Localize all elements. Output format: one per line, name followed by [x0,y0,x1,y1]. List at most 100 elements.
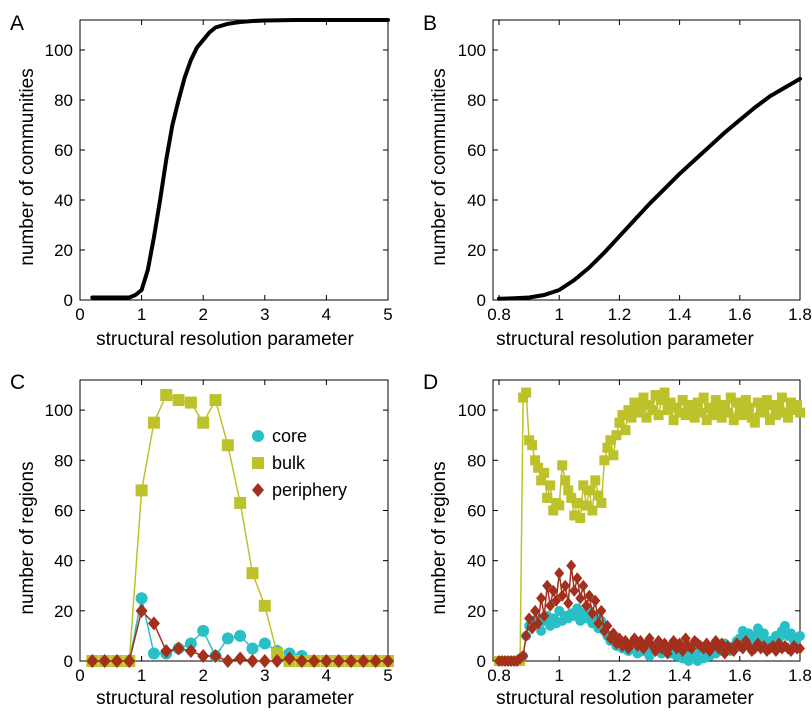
panel-d-bulk-point [689,412,700,423]
panel-d-bulk-point [521,387,532,398]
panel-c-periphery-point [197,648,210,663]
panel-c-periphery-point [160,643,173,658]
panel-d-core-point [758,628,769,639]
panel-d-bulk-point [782,412,793,423]
panel-c-periphery-point [283,651,296,666]
panel-letter-a: A [10,12,24,35]
panel-d-bulk-point [584,485,595,496]
panel-b-series-0-line [497,76,802,301]
legend-bulk-marker [252,457,264,469]
panel-a-x-tick-label: 0 [75,305,84,324]
panel-c-bulk-point [184,396,197,409]
panel-c-y-tick-label: 40 [54,552,73,571]
panel-d-y-tick-label: 60 [467,501,486,520]
panel-c-periphery-point [135,603,148,618]
panel-d-bulk-point [704,402,715,413]
panel-d-periphery-point [524,612,535,625]
panel-d-bulk-point [566,492,577,503]
panel-c-y-tick-label: 0 [64,652,73,671]
panel-d-bulk-point [779,407,790,418]
panel-letter-d: D [423,371,438,394]
panel-d-bulk-point [530,455,541,466]
panel-d-bulk-point [785,397,796,408]
panel-c-periphery-point [369,654,382,668]
panel-d-bulk-point [752,397,763,408]
panel-a-x-tick-label: 2 [198,305,207,324]
panel-c-periphery-point [86,654,99,668]
panel-d-bulk-point [788,405,799,416]
panel-a-y-tick-label: 100 [45,41,73,60]
panel-c-x-tick-label: 3 [260,666,269,685]
panel-d-periphery-point [587,607,598,620]
legend-bulk-label: bulk [272,453,306,473]
legend-core-label: core [272,426,307,446]
panel-c-x-label: structural resolution parameter [96,688,354,709]
panel-d-bulk-point [746,412,757,423]
panel-d-bulk-point [563,485,574,496]
panel-d-bulk-point [758,405,769,416]
panel-d-bulk-point [686,405,697,416]
panel-d-y-tick-label: 20 [467,602,486,621]
panel-c-core-point [135,592,148,605]
panel-letter-b: B [423,12,437,35]
panel-d-bulk-point [572,497,583,508]
panel-d-periphery-point [518,649,529,662]
panel-d-bulk-point [608,450,619,461]
panel-a-y-tick-label: 60 [54,141,73,160]
panel-c-core-point [234,629,247,642]
panel-d-y-tick-label: 0 [477,652,486,671]
panel-d-bulk-point [635,402,646,413]
panel-a-x-tick-label: 5 [383,305,392,324]
panel-d-bulk-point [743,402,754,413]
panel-d-bulk-point [659,387,670,398]
panel-d-periphery-point [530,604,541,617]
panel-d-bulk-point [539,467,550,478]
panel-b-x-tick-label: 1.6 [728,305,752,324]
panel-d-bulk-point [728,415,739,426]
panel-d-bulk-point [617,410,628,421]
panel-d-bulk-point [719,400,730,411]
panel-d-x-tick-label: 1 [554,666,563,685]
panel-c-periphery-point [110,654,123,668]
panel-a-x-label: structural resolution parameter [96,329,354,350]
panel-d-bulk-point [632,407,643,418]
panel-c-x-tick-label: 5 [383,666,392,685]
panel-d-bulk-point [761,395,772,406]
panel-d-core-point [795,630,805,641]
panel-b-x-label: structural resolution parameter [496,329,754,350]
panel-d-bulk-point [620,425,631,436]
panel-d-bulk-point [527,440,538,451]
panel-a-y-tick-label: 40 [54,191,73,210]
panel-c-periphery-point [295,654,308,668]
panel-d-bulk-point [578,480,589,491]
panel-d-bulk-point [548,505,559,516]
panel-b-x-tick-label: 1.8 [788,305,812,324]
panel-d-periphery-point [542,579,553,592]
panel-c-periphery-point [123,654,136,668]
panel-c-core-point [221,632,234,645]
panel-c-core-point [147,647,160,660]
panel-d-bulk-point [668,415,679,426]
panel-d-bulk-point [692,397,703,408]
panel-b-y-label: number of communities [429,68,450,265]
panel-c-core-point [184,637,197,650]
panel-d-bulk-point [665,397,676,408]
panel-d-periphery-point [566,559,577,572]
panel-c-periphery-point [308,654,321,668]
panel-b-y-tick-label: 80 [467,91,486,110]
panel-d-bulk-point [791,400,802,411]
panel-b-x-tick-label: 1 [554,305,563,324]
panel-a-y-tick-label: 0 [64,291,73,310]
panel-d-y-tick-label: 100 [458,401,486,420]
panel-d-periphery-point [584,589,595,602]
panel-d-bulk-point [650,390,661,401]
panel-b-axes-box [492,19,801,301]
panel-b-y-tick-label: 40 [467,191,486,210]
panel-c-periphery-point [271,654,284,668]
panel-d-bulk-point [731,397,742,408]
panel-d-periphery-point [563,597,574,610]
panel-c-x-tick-label: 1 [137,666,146,685]
panel-d-bulk-point [629,397,640,408]
panel-d-bulk-point [575,512,586,523]
panel-d-periphery-point [596,604,607,617]
